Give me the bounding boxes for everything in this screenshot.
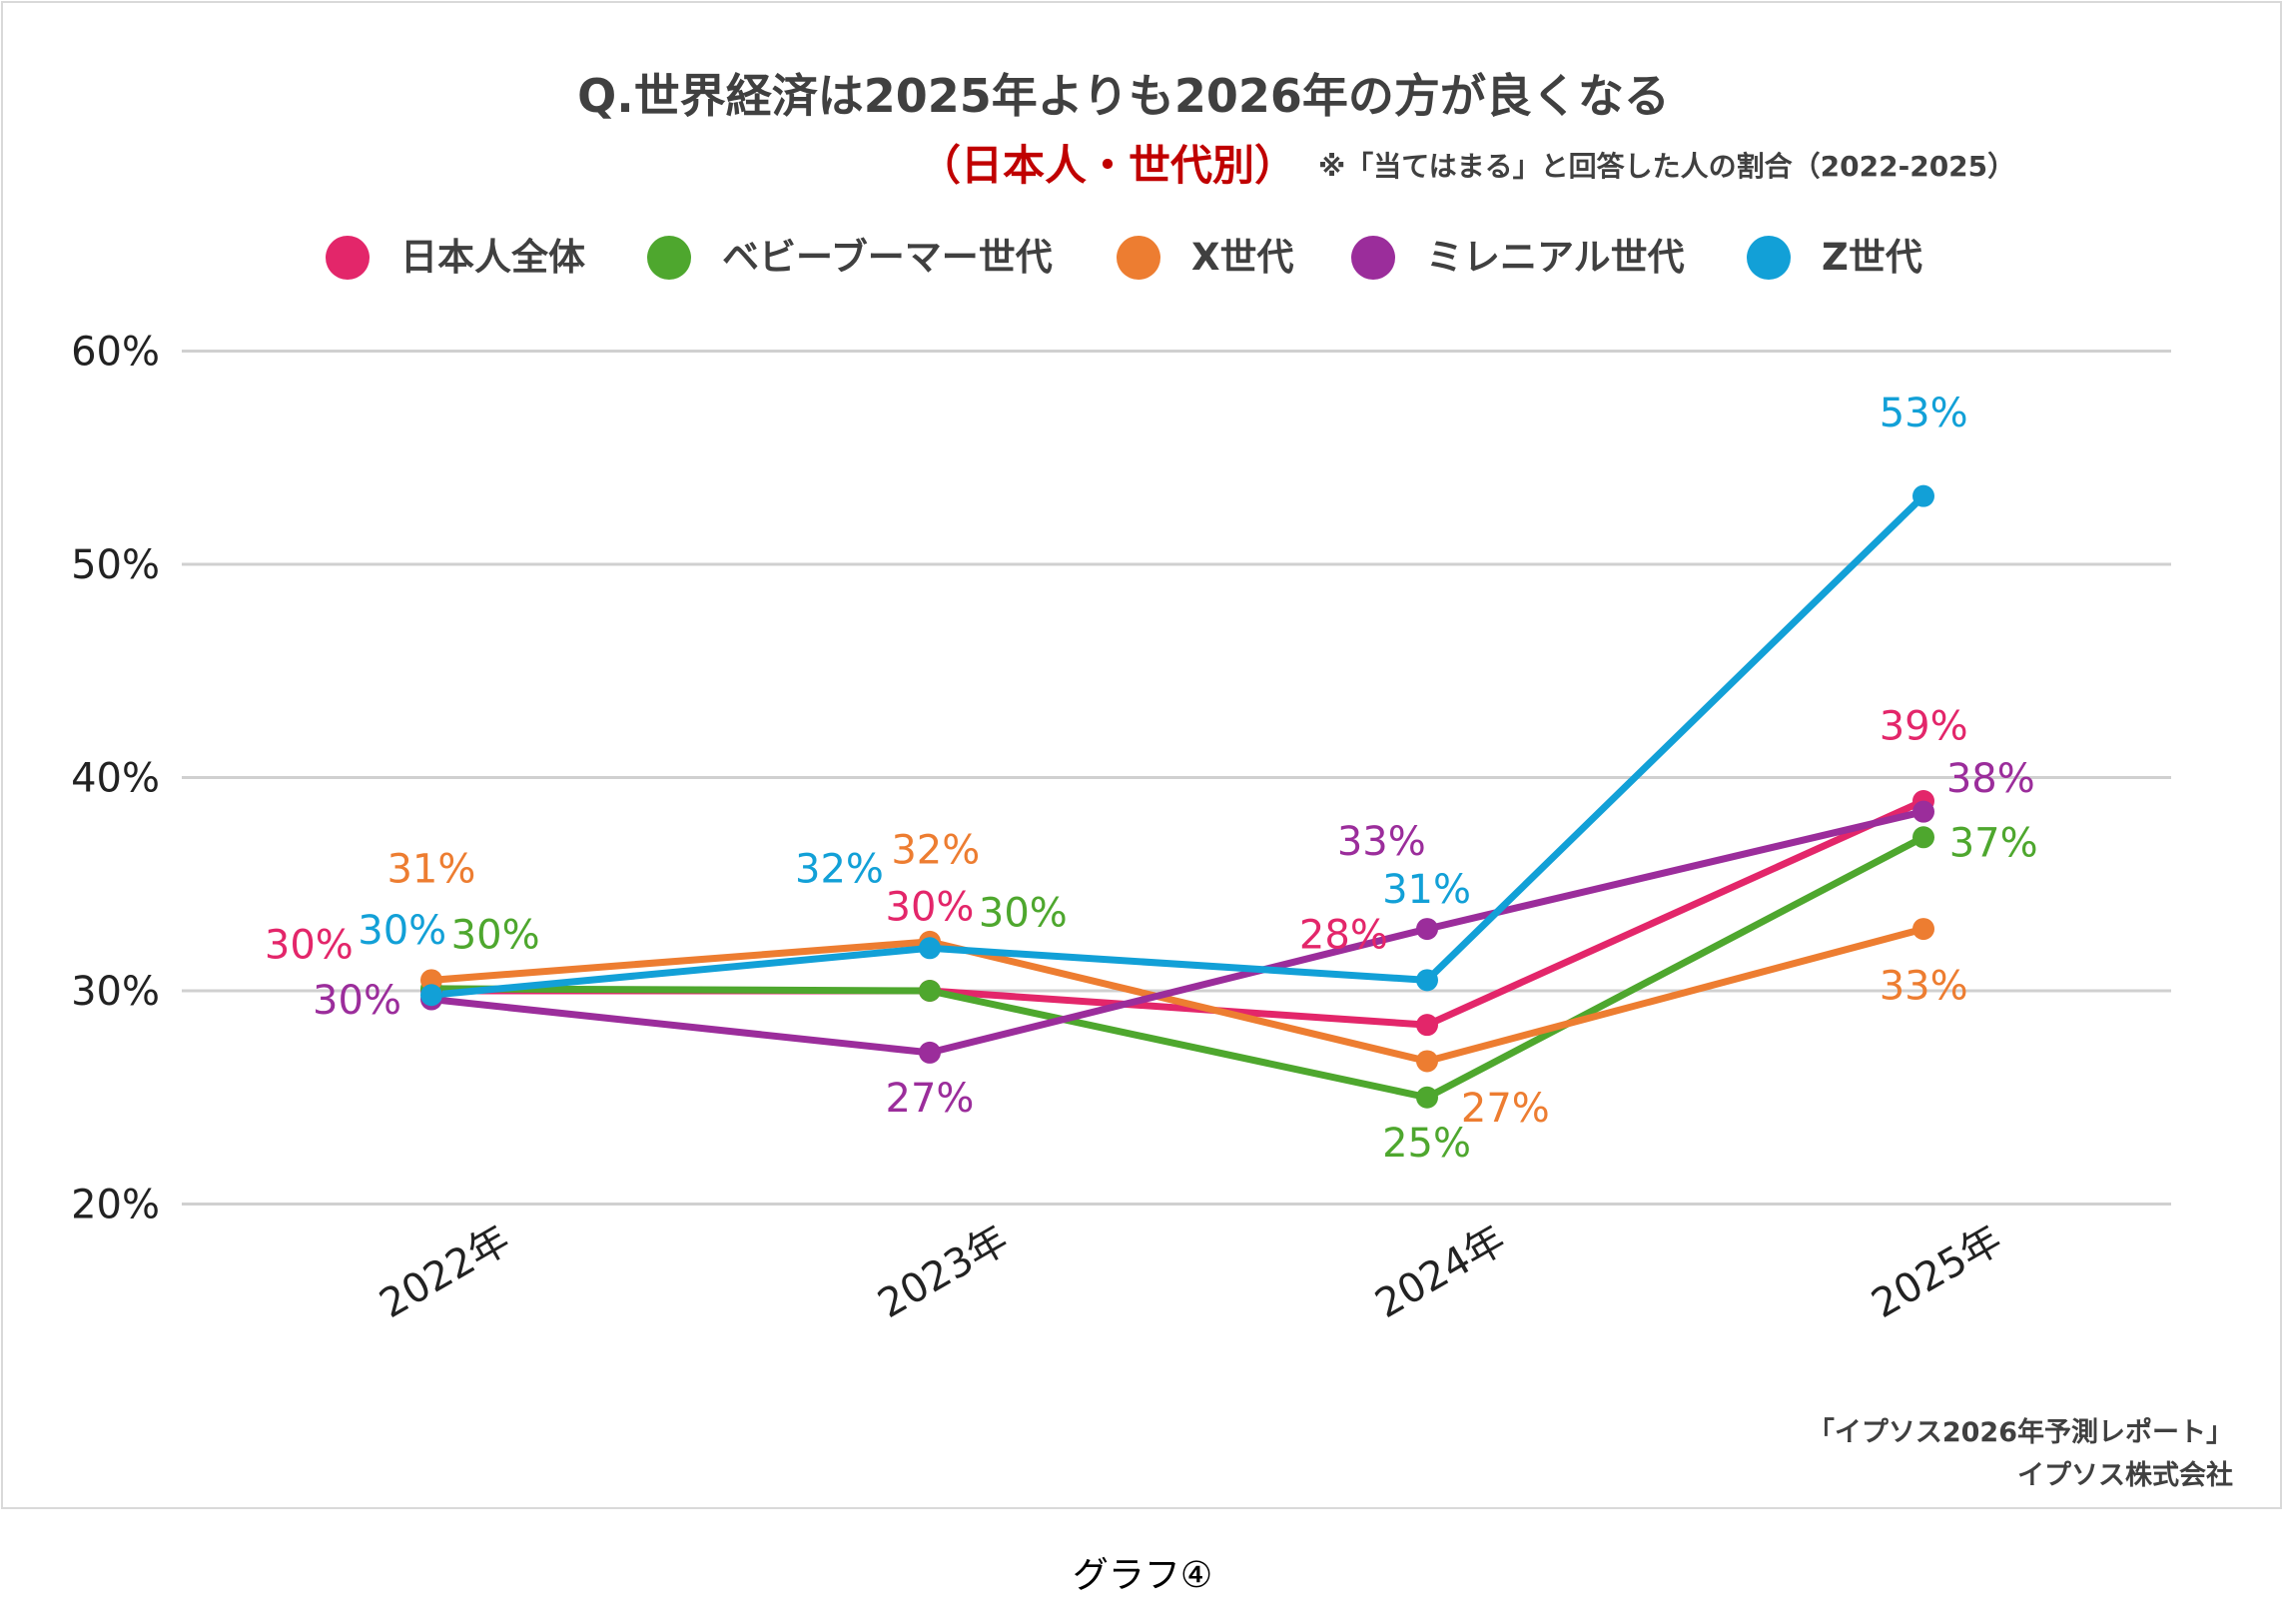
data-label-3-3: 38%: [1946, 756, 2035, 802]
y-tick-label-1: 30%: [71, 969, 160, 1015]
series-line-4: [430, 493, 1926, 999]
legend-marker-3: [1351, 236, 1395, 280]
data-point-3-3: [1912, 800, 1934, 823]
data-label-1-0: 30%: [451, 912, 540, 958]
figure-caption: グラフ④: [1072, 1555, 1213, 1596]
data-label-4-2: 31%: [1382, 867, 1471, 913]
legend-marker-0: [326, 236, 370, 280]
data-point-4-2: [1416, 969, 1438, 992]
data-label-3-0: 30%: [313, 978, 401, 1024]
data-point-2-2: [1416, 1050, 1438, 1073]
data-point-1-3: [1912, 826, 1934, 849]
data-point-2-3: [1912, 918, 1934, 941]
legend-marker-4: [1747, 236, 1791, 280]
data-label-4-0: 30%: [358, 908, 446, 954]
legend-label-2: X世代: [1191, 236, 1294, 279]
x-tick-label-2: 2024年: [1368, 1217, 1514, 1327]
legend-label-0: 日本人全体: [400, 236, 585, 279]
series-line-3: [430, 808, 1924, 1057]
data-point-4-1: [919, 937, 941, 960]
data-label-3-1: 27%: [886, 1076, 975, 1122]
series-line-1: [430, 834, 1925, 1102]
x-tick-label-1: 2023年: [871, 1217, 1017, 1327]
x-tick-label-3: 2025年: [1865, 1217, 2010, 1327]
chart-subtitle-red: （日本人・世代別）: [919, 141, 1296, 190]
legend-label-3: ミレニアル世代: [1426, 236, 1685, 279]
source-line-1: 「イプソス2026年予測レポート」: [1808, 1416, 2233, 1448]
data-label-2-1: 32%: [891, 828, 980, 874]
data-label-2-3: 33%: [1880, 963, 1968, 1009]
data-point-0-2: [1416, 1014, 1438, 1037]
data-point-1-2: [1416, 1086, 1438, 1109]
y-tick-label-0: 20%: [71, 1183, 160, 1228]
data-label-3-2: 33%: [1337, 819, 1426, 865]
data-label-0-1: 30%: [886, 885, 975, 931]
legend-label-1: ベビーブーマー世代: [722, 236, 1053, 279]
data-label-2-2: 27%: [1461, 1086, 1550, 1132]
series-line-2: [430, 925, 1924, 1065]
y-tick-label-3: 50%: [71, 542, 160, 588]
data-label-0-0: 30%: [265, 923, 354, 969]
x-tick-label-0: 2022年: [373, 1217, 518, 1327]
data-label-0-3: 39%: [1880, 704, 1968, 750]
chart-subtitle-note: ※「当てはまる」と回答した人の割合（2022-2025）: [1318, 150, 2015, 183]
data-point-4-0: [420, 984, 442, 1007]
legend-label-4: Z世代: [1822, 236, 1922, 279]
data-label-2-0: 31%: [386, 847, 475, 893]
data-label-1-1: 30%: [979, 890, 1068, 936]
data-label-4-3: 53%: [1880, 391, 1968, 436]
y-tick-label-4: 60%: [71, 330, 160, 376]
data-point-3-1: [919, 1041, 941, 1064]
data-point-1-1: [919, 980, 941, 1002]
source-line-2: イプソス株式会社: [2017, 1459, 2233, 1491]
data-point-3-2: [1416, 918, 1438, 941]
data-label-0-2: 28%: [1299, 912, 1388, 958]
data-label-1-3: 37%: [1949, 820, 2038, 866]
data-point-4-3: [1912, 484, 1934, 507]
legend-marker-1: [647, 236, 691, 280]
chart-title: Q.世界経済は2025年よりも2026年の方が良くなる: [577, 69, 1670, 123]
data-label-4-1: 32%: [795, 847, 884, 893]
y-tick-label-2: 40%: [71, 756, 160, 802]
chart-frame: [1, 1, 2282, 1509]
legend-marker-2: [1117, 236, 1160, 280]
data-label-1-2: 25%: [1382, 1121, 1471, 1167]
